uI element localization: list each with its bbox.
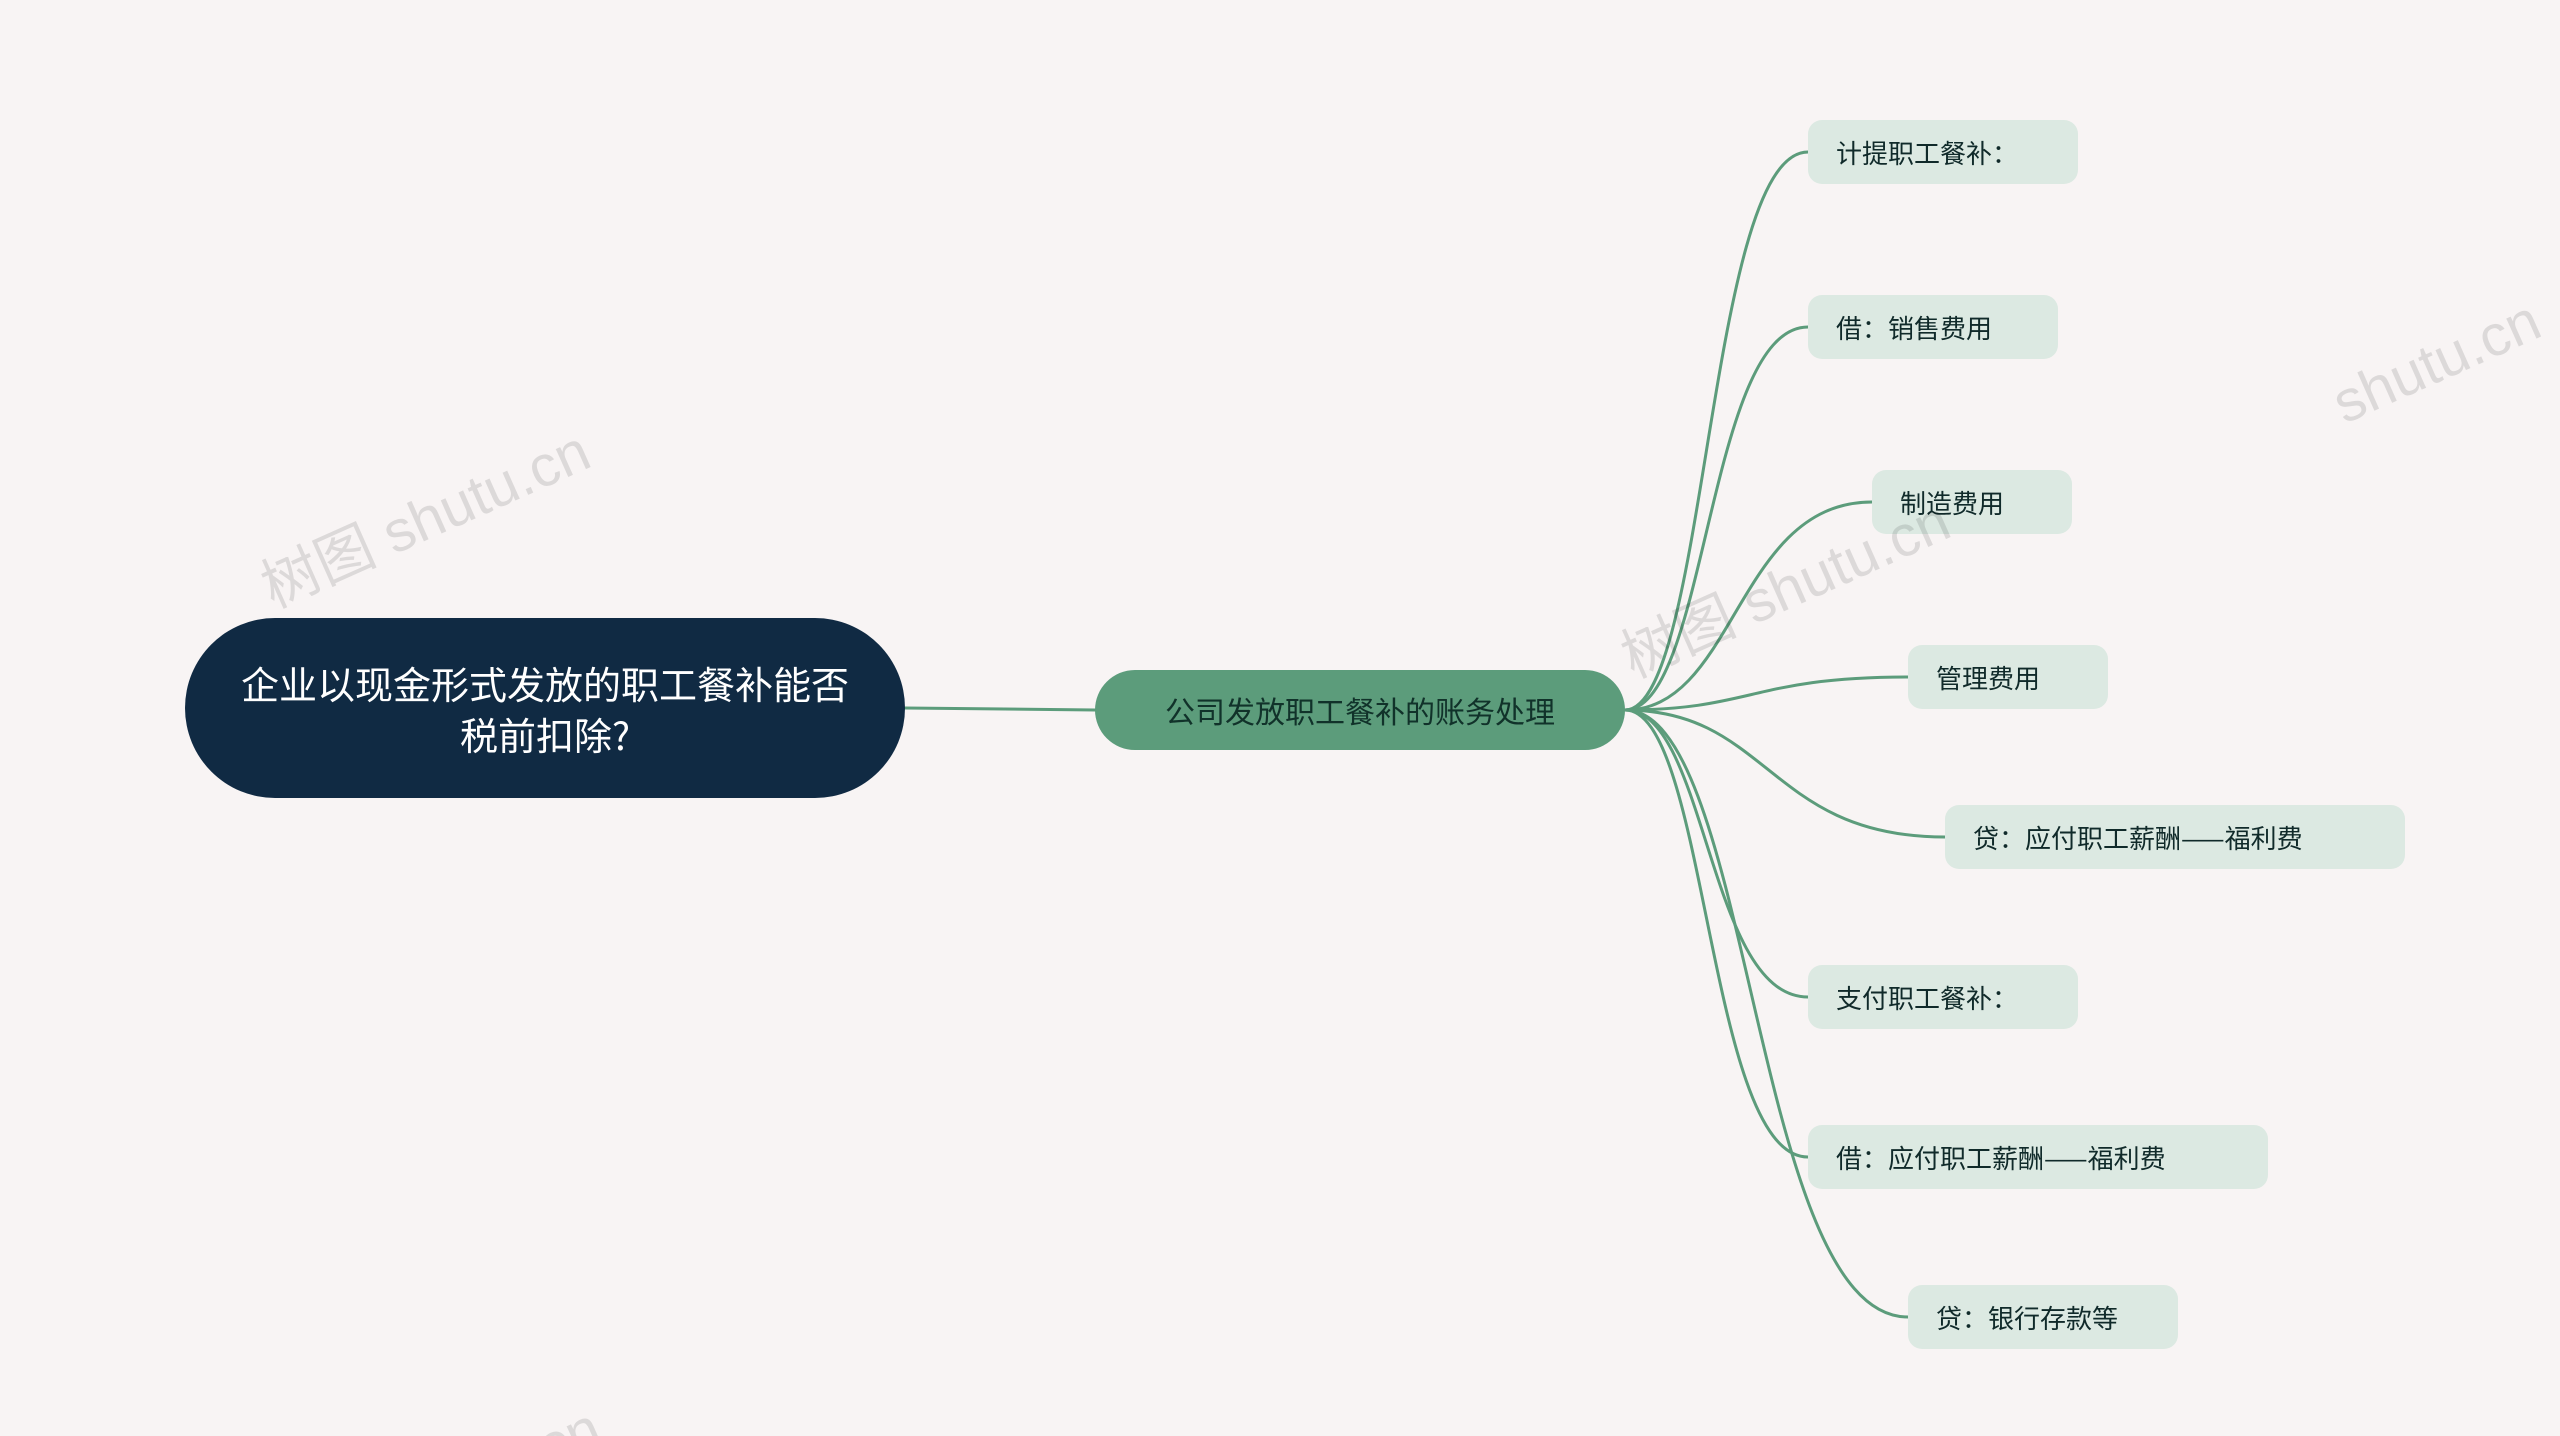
- leaf-node: 贷：银行存款等: [1908, 1285, 2178, 1349]
- branch-node-label: 公司发放职工餐补的账务处理: [1165, 688, 1555, 732]
- branch-node: 公司发放职工餐补的账务处理: [1095, 670, 1625, 750]
- leaf-node-label: 管理费用: [1936, 659, 2040, 696]
- leaf-node-label: 借：应付职工薪酬——福利费: [1836, 1139, 2166, 1176]
- watermark: .cn: [513, 1394, 611, 1436]
- leaf-node: 借：销售费用: [1808, 295, 2058, 359]
- leaf-node-label: 借：销售费用: [1836, 309, 1992, 346]
- watermark: shutu.cn: [2323, 287, 2551, 437]
- leaf-node: 管理费用: [1908, 645, 2108, 709]
- root-node-label: 企业以现金形式发放的职工餐补能否税前扣除?: [225, 657, 865, 760]
- root-node: 企业以现金形式发放的职工餐补能否税前扣除?: [185, 618, 905, 798]
- leaf-node-label: 贷：应付职工薪酬——福利费: [1973, 819, 2303, 856]
- leaf-node-label: 支付职工餐补：: [1836, 979, 2018, 1016]
- leaf-node-label: 制造费用: [1900, 484, 2004, 521]
- leaf-node: 计提职工餐补：: [1808, 120, 2078, 184]
- leaf-node: 支付职工餐补：: [1808, 965, 2078, 1029]
- leaf-node-label: 计提职工餐补：: [1836, 134, 2018, 171]
- watermark: n: [1893, 1413, 1950, 1436]
- leaf-node: 制造费用: [1872, 470, 2072, 534]
- leaf-node-label: 贷：银行存款等: [1936, 1299, 2118, 1336]
- leaf-node: 贷：应付职工薪酬——福利费: [1945, 805, 2405, 869]
- watermark: 树图 shutu.cn: [246, 404, 601, 624]
- leaf-node: 借：应付职工薪酬——福利费: [1808, 1125, 2268, 1189]
